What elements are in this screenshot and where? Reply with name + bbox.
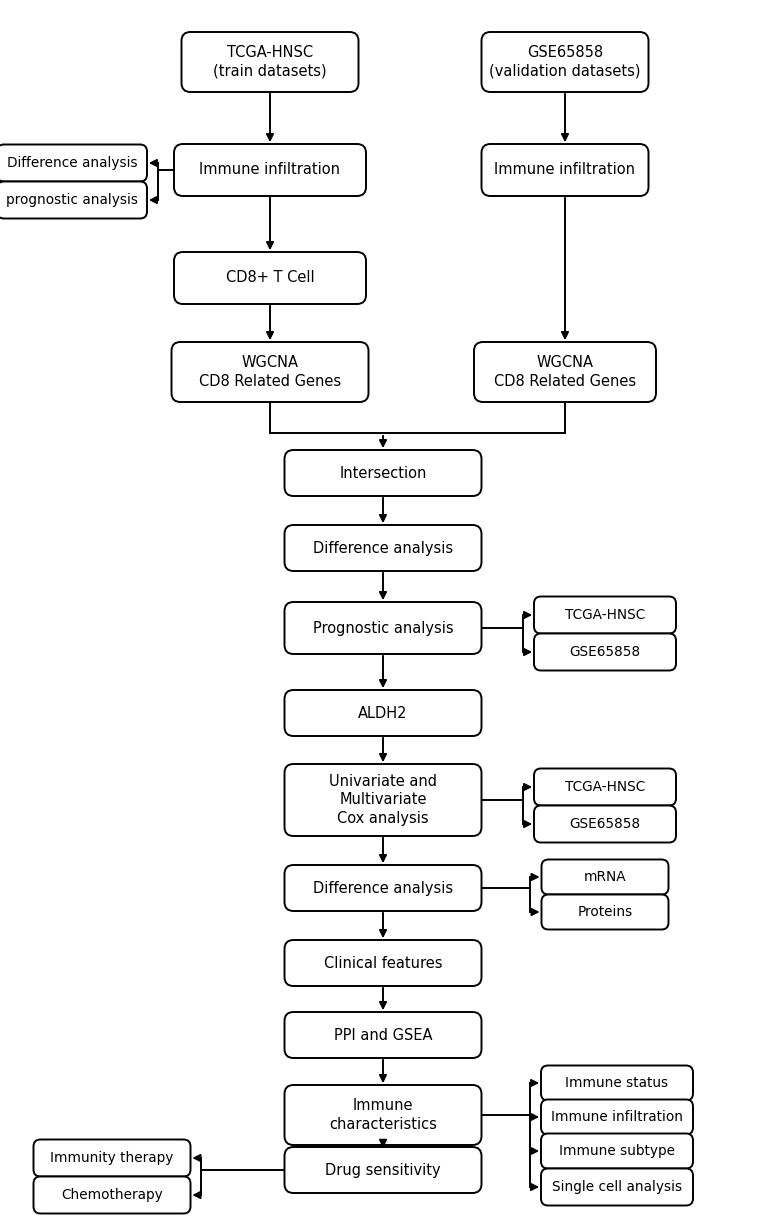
FancyBboxPatch shape — [285, 602, 481, 654]
FancyBboxPatch shape — [0, 144, 147, 181]
Text: WGCNA
CD8 Related Genes: WGCNA CD8 Related Genes — [494, 355, 636, 389]
FancyBboxPatch shape — [541, 1134, 693, 1168]
FancyBboxPatch shape — [285, 450, 481, 497]
FancyBboxPatch shape — [534, 768, 676, 806]
Text: Difference analysis: Difference analysis — [313, 881, 453, 895]
Text: Clinical features: Clinical features — [324, 955, 442, 971]
Text: GSE65858: GSE65858 — [569, 817, 640, 830]
FancyBboxPatch shape — [285, 865, 481, 911]
Text: prognostic analysis: prognostic analysis — [6, 193, 138, 207]
Text: mRNA: mRNA — [584, 870, 627, 884]
Text: Immune subtype: Immune subtype — [559, 1144, 675, 1158]
Text: TCGA-HNSC
(train datasets): TCGA-HNSC (train datasets) — [213, 45, 327, 78]
FancyBboxPatch shape — [474, 342, 656, 402]
FancyBboxPatch shape — [481, 144, 649, 196]
Text: Chemotherapy: Chemotherapy — [61, 1188, 163, 1202]
Text: Immune
characteristics: Immune characteristics — [329, 1098, 437, 1131]
Text: Prognostic analysis: Prognostic analysis — [313, 620, 454, 636]
Text: Immune infiltration: Immune infiltration — [494, 163, 636, 177]
Text: ALDH2: ALDH2 — [358, 706, 408, 720]
Text: Immune status: Immune status — [565, 1076, 669, 1090]
Text: WGCNA
CD8 Related Genes: WGCNA CD8 Related Genes — [199, 355, 341, 389]
FancyBboxPatch shape — [534, 806, 676, 843]
FancyBboxPatch shape — [285, 1085, 481, 1145]
Text: Drug sensitivity: Drug sensitivity — [325, 1163, 441, 1178]
FancyBboxPatch shape — [534, 597, 676, 634]
FancyBboxPatch shape — [34, 1177, 190, 1213]
Text: TCGA-HNSC: TCGA-HNSC — [565, 608, 645, 623]
Text: Single cell analysis: Single cell analysis — [552, 1180, 682, 1194]
FancyBboxPatch shape — [0, 181, 147, 219]
Text: GSE65858: GSE65858 — [569, 645, 640, 659]
Text: Univariate and
Multivariate
Cox analysis: Univariate and Multivariate Cox analysis — [329, 774, 437, 826]
Text: PPI and GSEA: PPI and GSEA — [334, 1027, 432, 1042]
FancyBboxPatch shape — [181, 32, 359, 92]
FancyBboxPatch shape — [285, 1011, 481, 1058]
Text: GSE65858
(validation datasets): GSE65858 (validation datasets) — [490, 45, 641, 78]
FancyBboxPatch shape — [541, 1168, 693, 1206]
FancyBboxPatch shape — [541, 1099, 693, 1135]
Text: Difference analysis: Difference analysis — [313, 541, 453, 555]
Text: TCGA-HNSC: TCGA-HNSC — [565, 780, 645, 794]
FancyBboxPatch shape — [285, 1147, 481, 1192]
FancyBboxPatch shape — [285, 764, 481, 837]
FancyBboxPatch shape — [481, 32, 649, 92]
FancyBboxPatch shape — [174, 252, 366, 305]
FancyBboxPatch shape — [171, 342, 369, 402]
FancyBboxPatch shape — [542, 860, 669, 894]
FancyBboxPatch shape — [285, 525, 481, 571]
FancyBboxPatch shape — [285, 690, 481, 736]
FancyBboxPatch shape — [542, 894, 669, 929]
Text: Immunity therapy: Immunity therapy — [50, 1151, 174, 1166]
Text: Difference analysis: Difference analysis — [7, 157, 137, 170]
Text: Immune infiltration: Immune infiltration — [551, 1110, 683, 1124]
FancyBboxPatch shape — [34, 1140, 190, 1177]
FancyBboxPatch shape — [534, 634, 676, 670]
Text: Intersection: Intersection — [340, 466, 427, 481]
FancyBboxPatch shape — [174, 144, 366, 196]
FancyBboxPatch shape — [541, 1065, 693, 1101]
Text: Proteins: Proteins — [578, 905, 633, 918]
FancyBboxPatch shape — [285, 940, 481, 986]
Text: Immune infiltration: Immune infiltration — [200, 163, 340, 177]
Text: CD8+ T Cell: CD8+ T Cell — [226, 270, 314, 285]
